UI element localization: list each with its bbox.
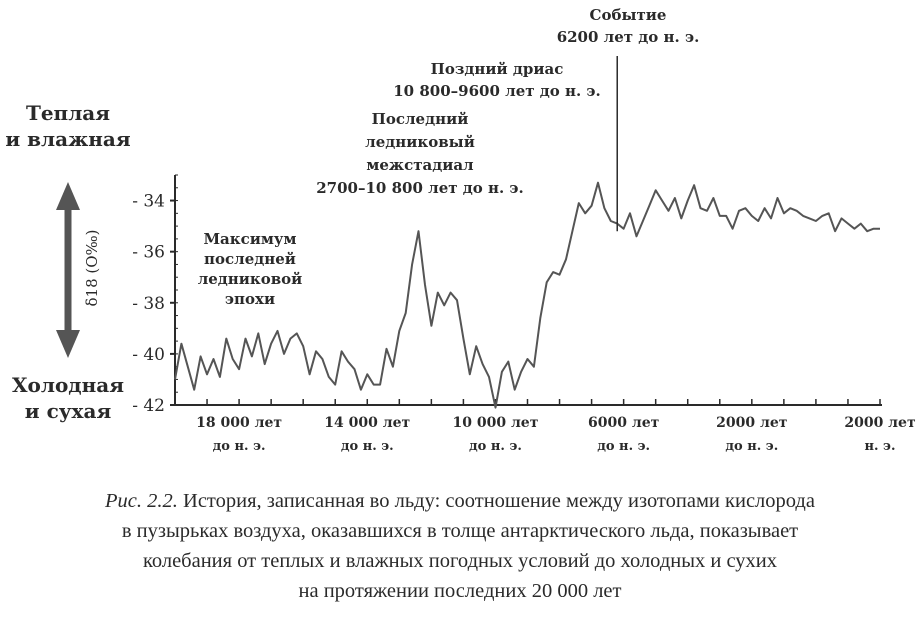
annotation-lgm: последней	[204, 250, 296, 268]
caption-line-2: в пузырьках воздуха, оказавшихся в толще…	[121, 520, 799, 542]
x-tick-label: 2000 лет	[844, 415, 916, 431]
annotation-interstadial: Последний	[372, 110, 469, 128]
y-tick-label: - 42	[132, 396, 165, 416]
caption-lead: Рис. 2.2.	[105, 490, 178, 512]
x-tick-label: 6000 лет	[588, 415, 660, 431]
caption-line-4: на протяжении последних 20 000 лет	[298, 580, 622, 602]
annotation-lgm: Максимум	[203, 230, 296, 248]
x-tick-label: 2000 лет	[716, 415, 788, 431]
annotation-event: Событие	[590, 6, 667, 24]
x-tick-sublabel: н. э.	[864, 439, 895, 454]
annotation-dryas: Поздний дриас	[431, 60, 564, 78]
caption-line-3: колебания от теплых и влажных погодных у…	[142, 550, 778, 572]
x-tick-sublabel: до н. э.	[725, 439, 778, 454]
y-tick-label: - 40	[132, 345, 165, 365]
cold-label: и сухая	[25, 399, 112, 423]
annotation-interstadial: межстадиал	[366, 156, 474, 174]
annotation-interstadial: ледниковый	[365, 133, 475, 151]
x-tick-sublabel: до н. э.	[469, 439, 522, 454]
y-axis-label: δ18 (O‰)	[83, 229, 101, 306]
annotation-interstadial: 2700–10 800 лет до н. э.	[316, 179, 524, 197]
x-tick-sublabel: до н. э.	[213, 439, 266, 454]
warm-cold-arrow	[56, 182, 80, 358]
annotation-lgm: эпохи	[225, 290, 275, 308]
annotation-event: 6200 лет до н. э.	[557, 28, 700, 46]
series-line-delta18o	[174, 181, 880, 409]
x-tick-label: 10 000 лет	[452, 415, 538, 431]
y-tick-label: - 36	[132, 243, 165, 263]
annotation-dryas: 10 800–9600 лет до н. э.	[393, 82, 601, 100]
x-tick-sublabel: до н. э.	[341, 439, 394, 454]
cold-label: Холодная	[12, 373, 124, 397]
annotation-lgm: ледниковой	[198, 270, 303, 288]
y-tick-label: - 38	[132, 294, 165, 314]
x-tick-label: 18 000 лет	[196, 415, 282, 431]
caption-line-1: История, записанная во льду: соотношение…	[183, 490, 815, 512]
figure-caption: Рис. 2.2. История, записанная во льду: с…	[20, 486, 900, 606]
x-tick-sublabel: до н. э.	[597, 439, 650, 454]
x-tick-label: 14 000 лет	[324, 415, 410, 431]
warm-label: и влажная	[5, 127, 131, 151]
warm-label: Теплая	[26, 101, 110, 125]
y-tick-label: - 34	[132, 192, 165, 212]
